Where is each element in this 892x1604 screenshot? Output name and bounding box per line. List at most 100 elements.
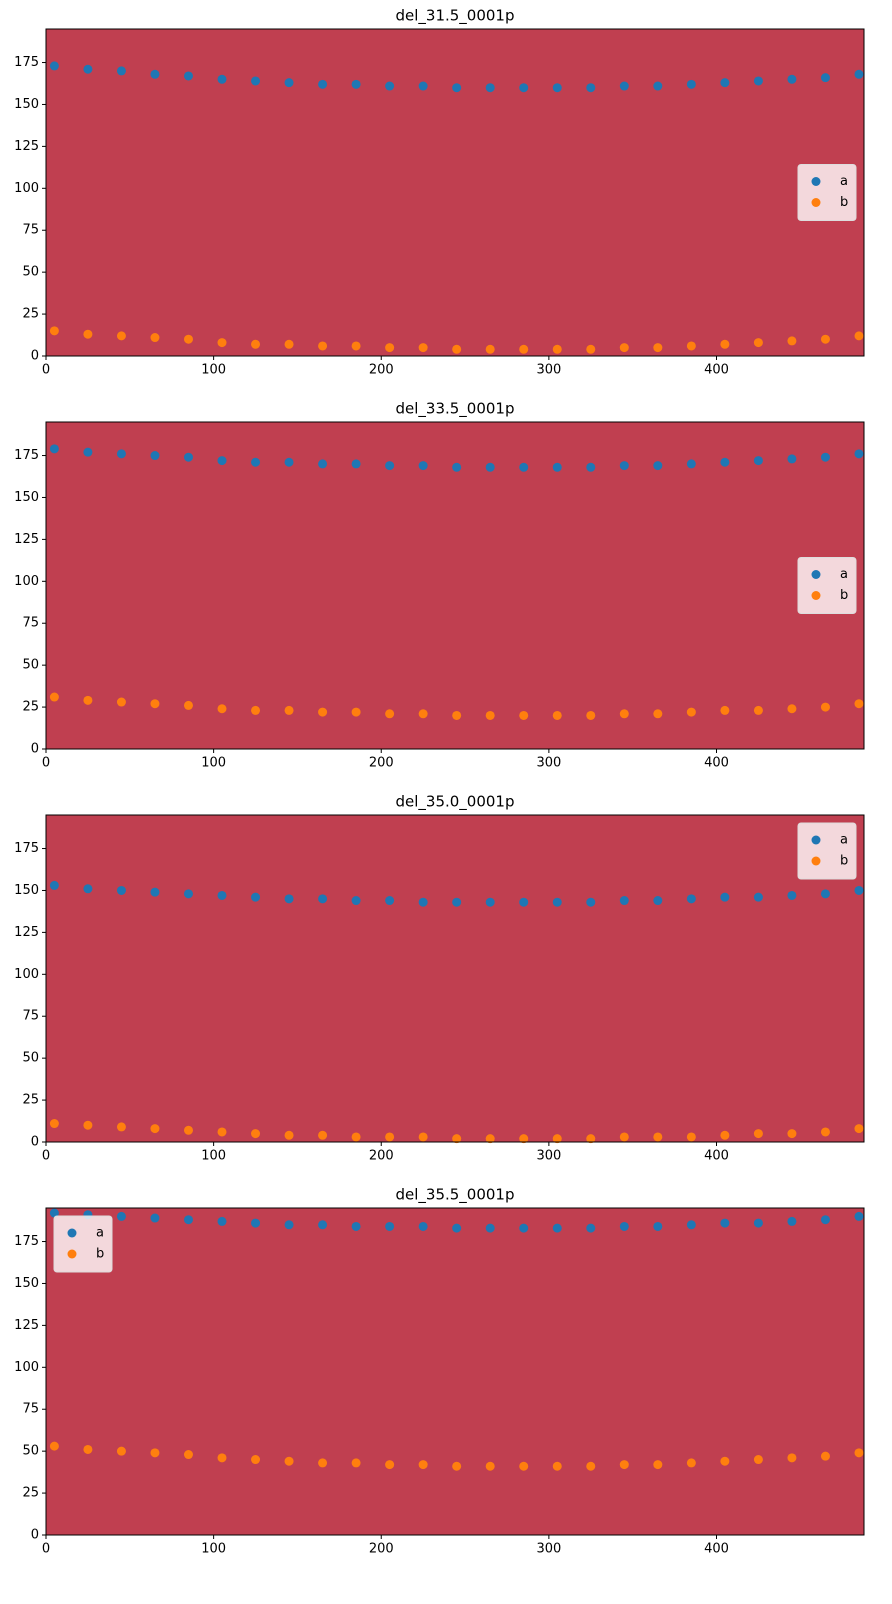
point bbox=[720, 892, 730, 902]
point bbox=[586, 1134, 596, 1144]
point bbox=[217, 74, 227, 84]
point bbox=[753, 705, 763, 715]
point bbox=[686, 1458, 696, 1468]
point bbox=[351, 1221, 361, 1231]
y-tick-label: 25 bbox=[22, 307, 39, 322]
point bbox=[385, 81, 395, 91]
legend-marker bbox=[811, 177, 821, 186]
point bbox=[284, 1130, 294, 1140]
point bbox=[787, 74, 797, 84]
point bbox=[183, 889, 193, 899]
point bbox=[318, 707, 328, 717]
point bbox=[318, 1458, 328, 1468]
point bbox=[351, 459, 361, 469]
x-tick-label: 300 bbox=[536, 1542, 561, 1557]
point bbox=[787, 1216, 797, 1226]
point bbox=[854, 331, 864, 341]
point bbox=[83, 884, 93, 894]
point bbox=[552, 897, 562, 907]
chart-title: del_31.5_0001p bbox=[395, 7, 514, 26]
point bbox=[552, 344, 562, 354]
point bbox=[418, 897, 428, 907]
legend-marker bbox=[67, 1249, 77, 1259]
point bbox=[720, 339, 730, 349]
y-tick-label: 150 bbox=[14, 1276, 39, 1291]
y-tick-label: 125 bbox=[14, 139, 39, 154]
point bbox=[586, 1223, 596, 1233]
point bbox=[49, 326, 59, 336]
point bbox=[284, 339, 294, 349]
point bbox=[385, 896, 395, 906]
point bbox=[418, 81, 428, 91]
point bbox=[284, 1220, 294, 1230]
point bbox=[619, 343, 629, 353]
y-tick-label: 50 bbox=[22, 1051, 39, 1066]
y-tick-label: 50 bbox=[22, 265, 39, 280]
point bbox=[653, 461, 663, 471]
point bbox=[318, 341, 328, 351]
point bbox=[452, 897, 462, 907]
point bbox=[653, 1132, 663, 1142]
point bbox=[485, 83, 495, 93]
legend-marker bbox=[67, 1228, 77, 1238]
legend: ab bbox=[797, 822, 857, 880]
point bbox=[552, 1134, 562, 1144]
point bbox=[217, 1216, 227, 1226]
y-tick-label: 0 bbox=[31, 742, 39, 757]
legend-marker bbox=[811, 591, 821, 600]
point bbox=[485, 710, 495, 720]
point bbox=[653, 81, 663, 91]
point bbox=[217, 1127, 227, 1137]
point bbox=[820, 1215, 830, 1225]
point bbox=[83, 1120, 93, 1130]
point bbox=[251, 76, 261, 86]
point bbox=[116, 66, 126, 76]
x-tick-label: 300 bbox=[536, 756, 561, 771]
y-tick-label: 175 bbox=[14, 55, 39, 70]
point bbox=[318, 894, 328, 904]
point bbox=[385, 1132, 395, 1142]
point bbox=[854, 69, 864, 79]
point bbox=[753, 892, 763, 902]
image-background bbox=[46, 29, 864, 356]
point bbox=[351, 1132, 361, 1142]
point bbox=[251, 1129, 261, 1139]
point bbox=[217, 890, 227, 900]
y-tick-label: 75 bbox=[22, 1402, 39, 1417]
point bbox=[820, 889, 830, 899]
point bbox=[452, 462, 462, 472]
x-tick-label: 100 bbox=[201, 756, 226, 771]
legend-label: a bbox=[840, 833, 848, 848]
point bbox=[183, 1450, 193, 1460]
legend-marker bbox=[811, 198, 821, 207]
x-tick-label: 200 bbox=[369, 1542, 394, 1557]
point bbox=[49, 1208, 59, 1218]
x-tick-label: 0 bbox=[42, 1542, 50, 1557]
point bbox=[485, 344, 495, 354]
point bbox=[116, 1211, 126, 1221]
y-tick-label: 100 bbox=[14, 181, 39, 196]
point bbox=[686, 894, 696, 904]
axes-frame bbox=[45, 814, 865, 1143]
point bbox=[753, 338, 763, 348]
point bbox=[686, 459, 696, 469]
point bbox=[49, 1119, 59, 1129]
point bbox=[284, 705, 294, 715]
point bbox=[49, 1441, 59, 1451]
chart-title: del_33.5_0001p bbox=[395, 400, 514, 419]
chart-title: del_35.5_0001p bbox=[395, 1186, 514, 1205]
point bbox=[552, 1223, 562, 1233]
point bbox=[519, 710, 529, 720]
x-tick-label: 100 bbox=[201, 1149, 226, 1164]
legend-marker bbox=[811, 570, 821, 579]
point bbox=[787, 890, 797, 900]
point bbox=[519, 1134, 529, 1144]
y-tick-label: 100 bbox=[14, 574, 39, 589]
point bbox=[653, 709, 663, 719]
point bbox=[720, 457, 730, 467]
point bbox=[318, 459, 328, 469]
legend-label: b bbox=[840, 854, 848, 869]
y-tick-label: 100 bbox=[14, 967, 39, 982]
point bbox=[150, 1448, 160, 1458]
point bbox=[318, 79, 328, 89]
